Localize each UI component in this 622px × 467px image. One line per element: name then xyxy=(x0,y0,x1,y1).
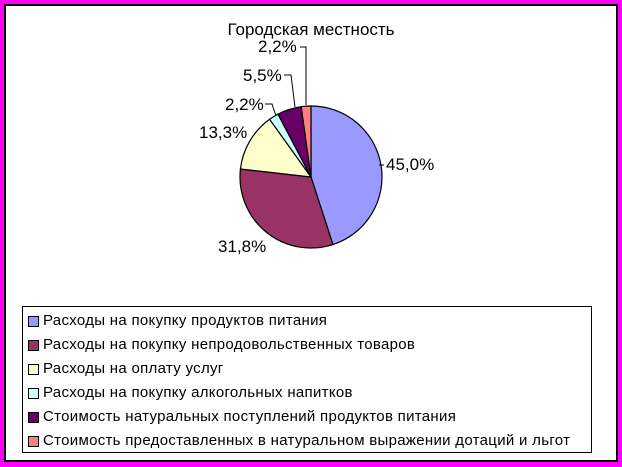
legend-item: Расходы на покупку продуктов питания xyxy=(28,309,591,333)
legend-label: Стоимость натуральных поступлений продук… xyxy=(43,408,457,425)
slice-percent-label: 2,2% xyxy=(225,95,264,114)
legend-swatch xyxy=(28,435,39,447)
chart-title: Городская местность xyxy=(227,20,395,39)
slice-percent-label: 45,0% xyxy=(386,155,435,174)
pie-slice-1 xyxy=(239,168,334,249)
legend-swatch xyxy=(28,387,39,399)
legend-label: Расходы на оплату услуг xyxy=(43,360,224,377)
legend-item: Стоимость натуральных поступлений продук… xyxy=(28,405,591,429)
legend-item: Стоимость предоставленных в натуральном … xyxy=(28,429,591,453)
leader-line xyxy=(300,46,307,105)
legend-box: Расходы на покупку продуктов питания Рас… xyxy=(22,306,592,453)
legend-swatch xyxy=(28,363,39,375)
pie-slice-0 xyxy=(310,105,383,246)
legend-label: Расходы на покупку алкогольных напитков xyxy=(43,384,353,401)
legend-swatch xyxy=(28,315,39,327)
legend-item: Расходы на оплату услуг xyxy=(28,357,591,381)
pie-slice-5 xyxy=(300,105,312,178)
leader-line xyxy=(265,103,277,117)
leader-line xyxy=(284,74,296,108)
legend-label: Расходы на покупку продуктов питания xyxy=(43,312,328,329)
pie-slices xyxy=(239,105,383,249)
slice-percent-label: 5,5% xyxy=(243,66,282,85)
pie-slice-2 xyxy=(239,118,313,178)
legend-swatch xyxy=(28,339,39,351)
legend-swatch xyxy=(28,411,39,423)
slice-percent-label: 2,2% xyxy=(258,37,297,56)
legend-label: Стоимость предоставленных в натуральном … xyxy=(43,432,571,449)
slice-percent-label: 31,8% xyxy=(218,237,267,256)
legend-item: Расходы на покупку непродовольственных т… xyxy=(28,333,591,357)
legend-item: Расходы на покупку алкогольных напитков xyxy=(28,381,591,405)
legend-label: Расходы на покупку непродовольственных т… xyxy=(43,336,416,353)
slice-percent-label: 13,3% xyxy=(199,123,248,142)
